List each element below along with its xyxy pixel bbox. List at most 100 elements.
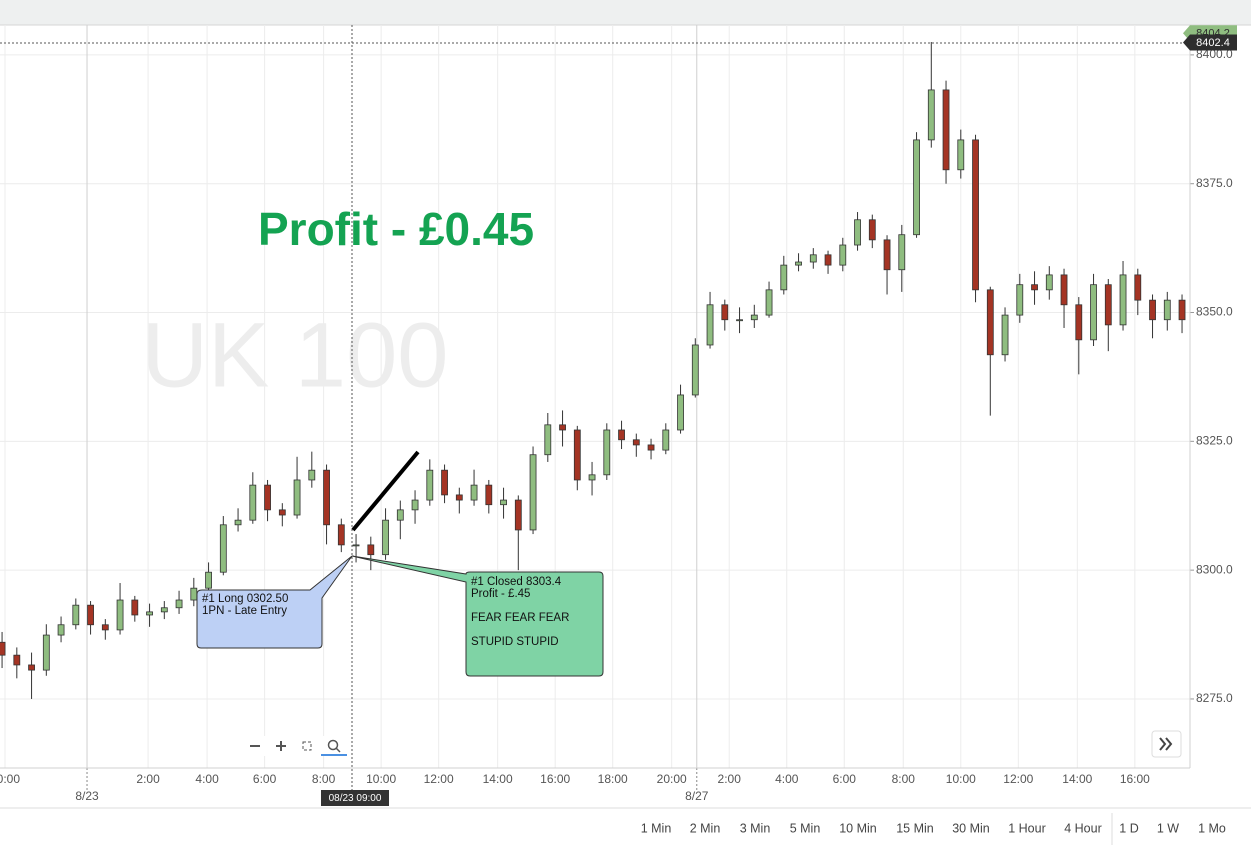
x-tick-label: 20:00 <box>657 772 687 786</box>
zoom-controls[interactable] <box>243 736 348 756</box>
x-tick-label: 18:00 <box>598 772 628 786</box>
candle-body <box>942 89 950 171</box>
exit-text: #1 Closed 8303.4 <box>471 576 562 588</box>
candle-body <box>323 469 330 526</box>
candle-body <box>603 429 611 476</box>
zoom-bg <box>243 736 348 756</box>
timeframe-button[interactable]: 15 Min <box>896 821 934 835</box>
candle-body <box>1119 274 1127 326</box>
candle-body <box>441 469 448 496</box>
timeframe-button[interactable]: 1 D <box>1119 821 1138 835</box>
watermark: UK 100 <box>142 304 449 406</box>
timeframe-button[interactable]: 1 Hour <box>1008 821 1046 835</box>
candle-body <box>839 244 847 266</box>
timeframe-button[interactable]: 4 Hour <box>1064 821 1102 835</box>
x-tick-label: 6:00 <box>253 772 277 786</box>
candle-body <box>293 479 301 516</box>
x-tick-label: 20:00 <box>0 772 20 786</box>
candle-body <box>972 139 979 291</box>
candle-body <box>588 474 596 481</box>
candle-body <box>470 484 478 501</box>
candle-body <box>913 139 920 236</box>
candle-body <box>706 304 714 346</box>
candle-body <box>1178 299 1186 321</box>
x-tick-label: 8:00 <box>892 772 916 786</box>
timeframe-toolbar: 1 Min 2 Min 3 Min 5 Min 10 Min 15 Min 30 Min 1 … <box>641 821 1226 835</box>
candle-body <box>1090 284 1097 341</box>
y-tick-label: 8275.0 <box>1196 691 1233 705</box>
x-tick-label: 8:00 <box>312 772 336 786</box>
candle-body <box>411 499 419 511</box>
x-tick-label: 16:00 <box>540 772 570 786</box>
price-tag-label: 8402.4 <box>1196 37 1230 49</box>
x-tick-label: 10:00 <box>366 772 396 786</box>
x-tick-label: 16:00 <box>1120 772 1150 786</box>
candle-body <box>205 571 212 589</box>
candle-body <box>736 319 743 322</box>
candle-body <box>898 234 906 271</box>
x-tick-label: 12:00 <box>1003 772 1033 786</box>
candle-body <box>662 429 670 451</box>
candle-body <box>1075 304 1083 341</box>
scroll-right-button[interactable] <box>1151 730 1182 758</box>
candle-body <box>1104 284 1112 326</box>
candle-body <box>219 524 227 573</box>
candle-body <box>765 289 773 316</box>
zoom-fit[interactable] <box>302 741 312 751</box>
candle-body <box>691 344 699 396</box>
candle-body <box>677 394 684 431</box>
timeframe-button[interactable]: 3 Min <box>740 821 771 835</box>
candle-body <box>337 524 345 546</box>
candle-body <box>927 89 935 141</box>
entry-text: #1 Long 0302.50 <box>202 593 288 605</box>
entry-text: 1PN - Late Entry <box>202 605 287 617</box>
top-bar <box>0 0 1251 25</box>
candle-body <box>1134 274 1142 301</box>
candle-body <box>485 484 493 506</box>
candle-body <box>101 624 109 631</box>
timeframe-button[interactable]: 1 Min <box>641 821 672 835</box>
scroll-right-icon <box>1159 737 1173 751</box>
candle-body <box>249 484 257 521</box>
candle-body <box>1149 299 1156 321</box>
timeframe-button[interactable]: 2 Min <box>690 821 721 835</box>
timeframe-button[interactable]: 1 W <box>1157 821 1179 835</box>
candle-body <box>854 219 861 246</box>
candle-body <box>352 544 360 547</box>
crosshair-tag <box>321 790 389 806</box>
price-tag <box>1183 34 1237 51</box>
timeframe-button[interactable]: 30 Min <box>952 821 990 835</box>
candle-body <box>455 494 463 501</box>
candle-body <box>868 219 876 241</box>
candle-body <box>57 624 65 636</box>
exit-text: FEAR FEAR FEAR <box>471 612 569 624</box>
timeframe-button[interactable]: 1 Mo <box>1198 821 1226 835</box>
candle-body <box>28 664 35 671</box>
x-tick-label: 6:00 <box>833 772 857 786</box>
zoom-search[interactable] <box>327 739 339 751</box>
candle-body <box>131 599 139 616</box>
candle-body <box>1060 274 1068 306</box>
candle-body <box>0 641 6 656</box>
y-tick-label: 8375.0 <box>1196 176 1233 190</box>
candle-body <box>278 509 286 516</box>
candle-body <box>883 239 891 271</box>
candle-body <box>1045 274 1053 291</box>
crosshair-label: 08/23 09:00 <box>329 793 382 804</box>
x-tick-label: 4:00 <box>775 772 799 786</box>
timeframe-button[interactable]: 10 Min <box>839 821 877 835</box>
candle-body <box>647 444 655 451</box>
x-tick-label: 4:00 <box>195 772 219 786</box>
candle-body <box>957 139 965 171</box>
y-tick-label: 8350.0 <box>1196 305 1233 319</box>
candle-body <box>750 314 758 321</box>
candle-body <box>190 587 198 601</box>
candle-body <box>72 604 80 626</box>
timeframe-button[interactable]: 5 Min <box>790 821 821 835</box>
profit-annotation: Profit - £0.45 <box>258 203 534 255</box>
x-tick-label: 14:00 <box>483 772 513 786</box>
exit-text: Profit - £.45 <box>471 588 530 600</box>
date-label: 8/23 <box>75 789 99 803</box>
